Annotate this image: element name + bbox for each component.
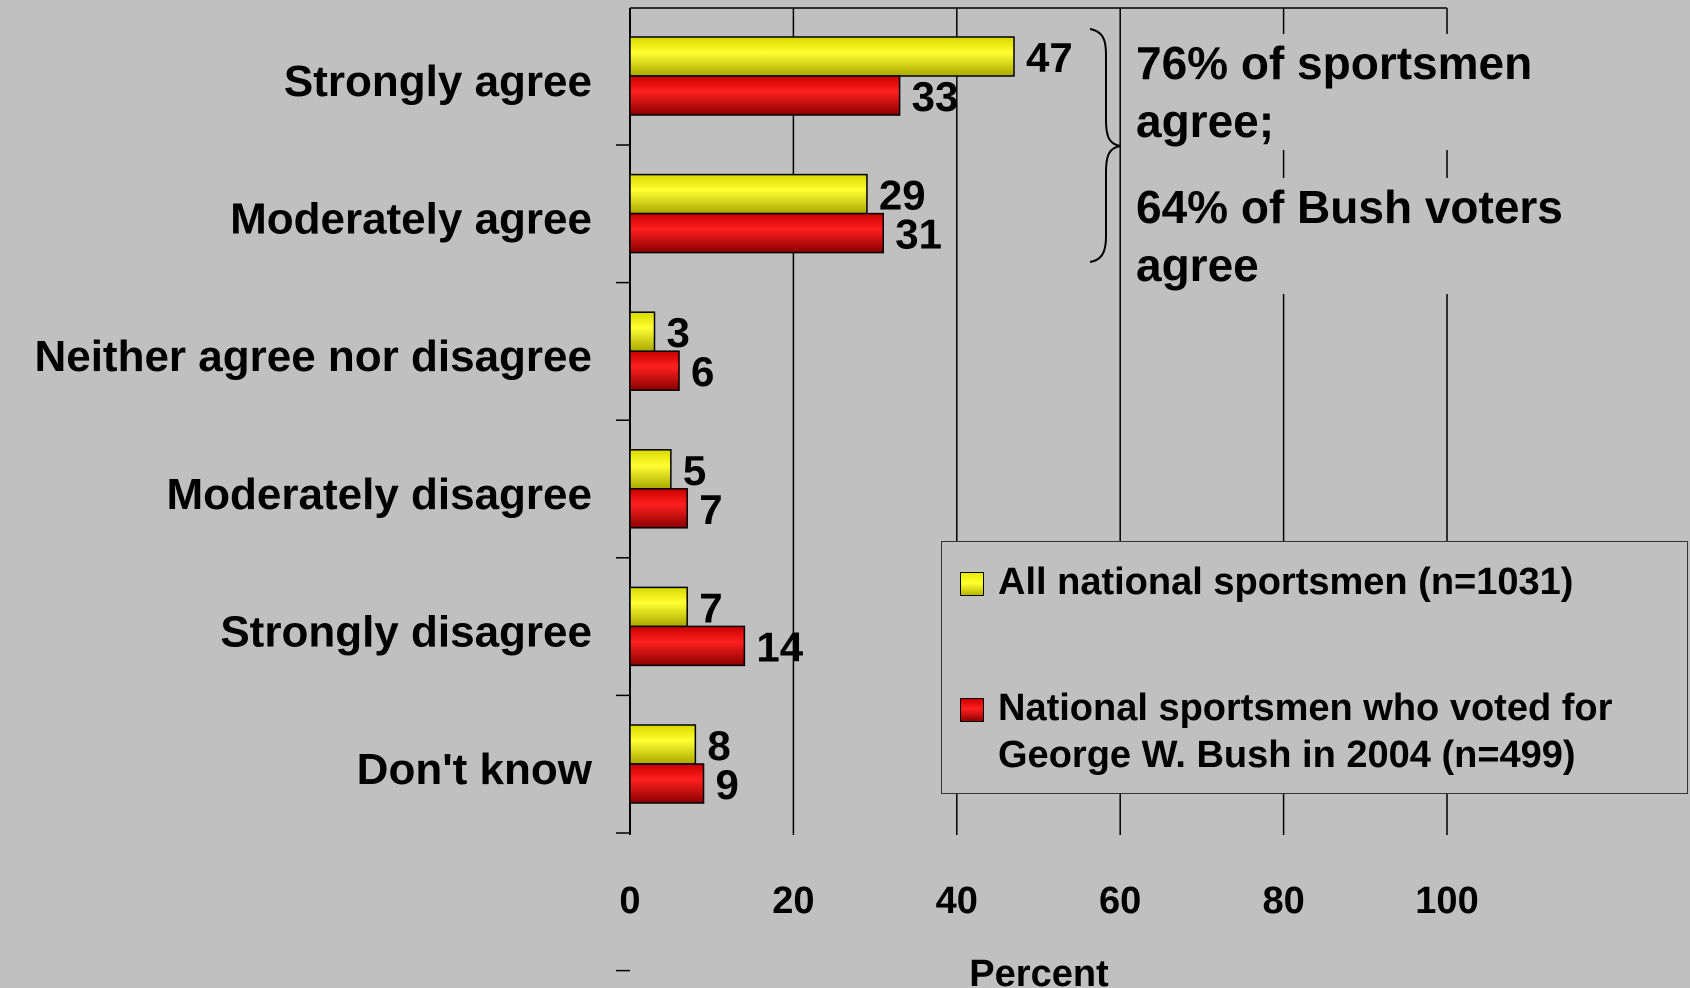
- category-label: Moderately disagree: [167, 470, 593, 519]
- data-label: 47: [1026, 34, 1073, 81]
- bar-all-sportsmen: [629, 311, 656, 352]
- data-label: 9: [716, 761, 739, 808]
- bar-bush-voters: [629, 625, 746, 667]
- bar-all-sportsmen: [629, 586, 688, 628]
- category-label: Don't know: [357, 745, 593, 794]
- bar-bush-voters: [629, 350, 680, 391]
- category-labels: Strongly agree Moderately agree Neither ag…: [34, 57, 592, 794]
- data-label: 29: [879, 172, 926, 219]
- category-label: Neither agree nor disagree: [34, 332, 592, 381]
- data-label: 3: [667, 309, 690, 356]
- bar-bush-voters: [629, 763, 705, 804]
- bar-all-sportsmen: [629, 36, 1015, 77]
- data-label: 7: [699, 584, 722, 631]
- data-label: 6: [691, 348, 714, 395]
- bar-all-sportsmen: [629, 724, 697, 765]
- legend-label: National sportsmen who voted for George …: [998, 687, 1613, 776]
- brace-icon: [1089, 28, 1121, 263]
- x-tick-label: 0: [619, 880, 640, 922]
- legend-swatch-red: [960, 698, 984, 722]
- bar-all-sportsmen: [629, 449, 672, 490]
- bars: [629, 36, 1015, 804]
- x-axis-title: Percent: [969, 953, 1109, 988]
- bar-bush-voters: [629, 488, 688, 529]
- data-label: 5: [683, 447, 706, 494]
- data-label: 33: [912, 73, 959, 120]
- category-label: Strongly disagree: [220, 607, 592, 656]
- x-tick-label: 100: [1415, 880, 1478, 922]
- legend-item-all-sportsmen: All national sportsmen (n=1031): [960, 559, 1573, 606]
- x-tick-label: 80: [1262, 880, 1304, 922]
- legend-swatch-yellow: [960, 572, 984, 596]
- legend: All national sportsmen (n=1031) National…: [941, 541, 1688, 794]
- data-label: 8: [707, 722, 730, 769]
- category-label: Moderately agree: [230, 195, 592, 244]
- x-tick-labels: 0 20 40 60 80 100: [619, 880, 1478, 922]
- x-tick-label: 20: [772, 880, 814, 922]
- data-label: 31: [895, 211, 942, 258]
- bar-bush-voters: [629, 75, 901, 116]
- legend-label: All national sportsmen (n=1031): [998, 561, 1574, 603]
- bar-bush-voters: [629, 212, 885, 254]
- annotation-sportsmen-agree: 76% of sportsmen agree;: [1136, 34, 1533, 150]
- data-label: 14: [756, 623, 803, 670]
- annotation-bush-voters-agree: 64% of Bush voters agree: [1136, 178, 1563, 294]
- category-axis: [616, 8, 631, 972]
- x-tick-label: 60: [1099, 880, 1141, 922]
- category-label: Strongly agree: [284, 57, 592, 106]
- x-tick-label: 40: [936, 880, 978, 922]
- data-label: 7: [699, 486, 722, 533]
- legend-item-bush-voters: National sportsmen who voted for George …: [960, 685, 1612, 779]
- bar-all-sportsmen: [629, 173, 868, 215]
